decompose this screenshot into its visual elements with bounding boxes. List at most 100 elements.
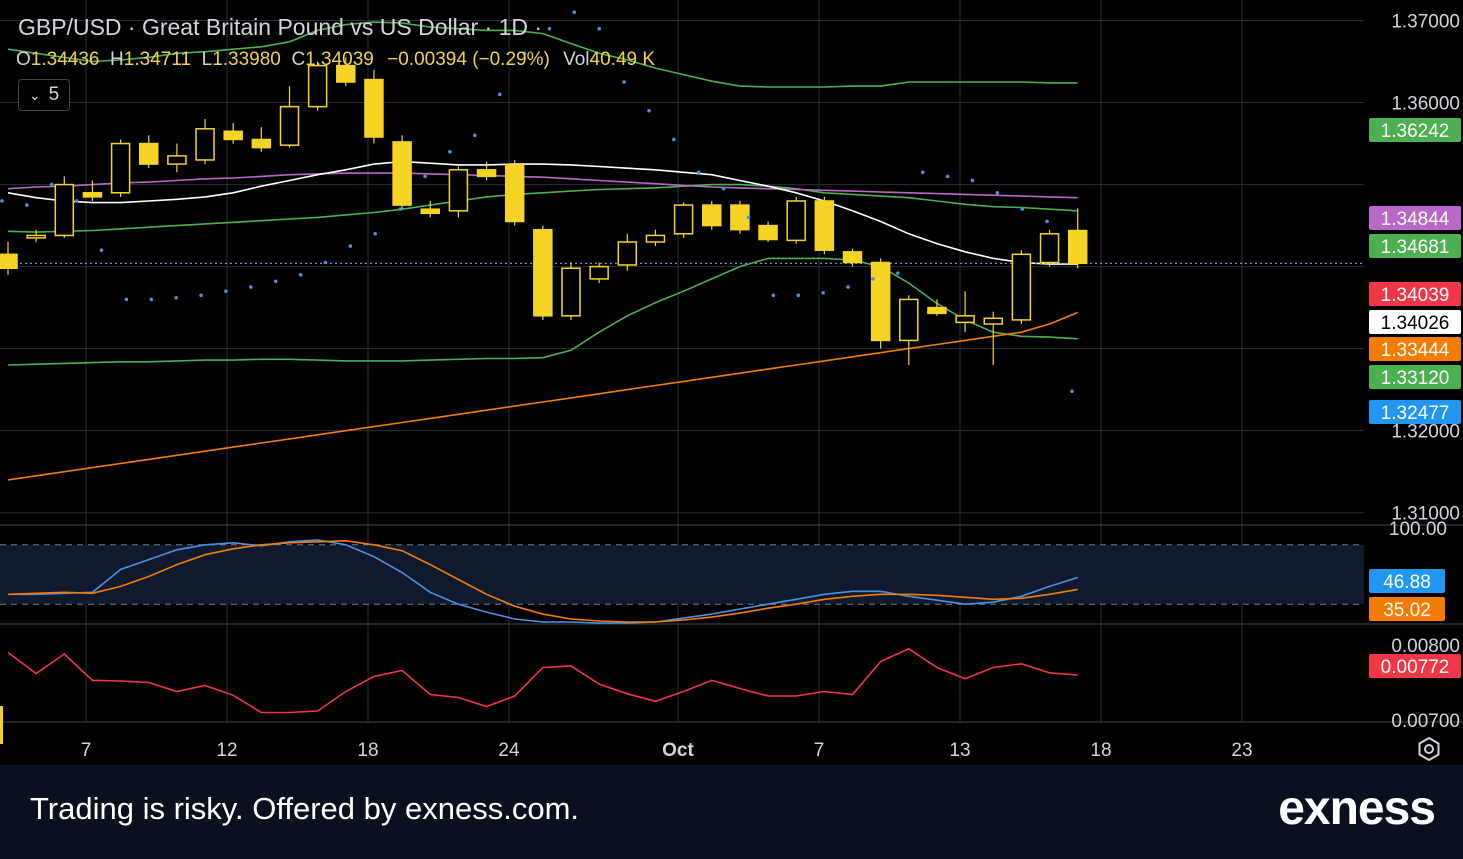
- bollinger-upper-line: [7, 21, 1078, 88]
- volume-value: 40.49 K: [589, 49, 656, 70]
- sar-dot: [796, 293, 801, 298]
- candle-down: [814, 200, 835, 251]
- candle-down: [223, 130, 243, 141]
- sar-dot: [920, 170, 925, 175]
- oscillator-band: [0, 544, 1364, 605]
- time-tick-label: 18: [357, 740, 378, 761]
- price-tick-label: 1.37000: [1391, 12, 1460, 33]
- sar-dot: [423, 174, 427, 179]
- low-label: L: [201, 49, 213, 70]
- price-tag: [1369, 118, 1461, 142]
- atr-tick-label: 0.00800: [1391, 636, 1460, 657]
- sar-dot: [174, 295, 178, 300]
- bollinger-middle-line: [7, 183, 1078, 233]
- oscillator-tag: [1369, 597, 1445, 621]
- candle-up: [786, 200, 806, 242]
- high-value: 1.34711: [123, 49, 192, 70]
- gear-icon[interactable]: [1416, 736, 1442, 762]
- price-tick-label: 1.31000: [1391, 504, 1460, 525]
- candle-down: [1067, 229, 1088, 265]
- sar-dot: [945, 174, 950, 179]
- open-label: O: [16, 49, 31, 70]
- sar-dot: [398, 207, 402, 211]
- price-chart[interactable]: 1.37000 1.36000 1.32000 1.31000 1.36242 1.348…: [0, 0, 1463, 765]
- indicators-toggle-button[interactable]: ⌄ 5: [18, 79, 70, 111]
- time-tick-label: 7: [81, 740, 92, 761]
- sar-dot: [373, 231, 378, 236]
- candle-down: [870, 261, 891, 342]
- sar-dot: [74, 199, 79, 203]
- price-tag: [1369, 365, 1461, 389]
- candle-down: [420, 208, 440, 215]
- chevron-down-icon: ⌄: [28, 86, 41, 103]
- sar-dot: [273, 279, 278, 284]
- sar-dot: [1070, 389, 1074, 394]
- brand-logo: exness: [1278, 782, 1436, 835]
- sar-dot: [199, 293, 203, 298]
- volume-label: Vol: [563, 49, 590, 70]
- sar-dot: [896, 271, 900, 275]
- ma-white-line: [7, 160, 1078, 265]
- oscillator-tag-label: 46.88: [1383, 572, 1431, 593]
- atr-tag-label: 0.00772: [1381, 657, 1450, 678]
- sar-dot: [871, 277, 875, 281]
- candle-up: [561, 267, 581, 317]
- price-tag: [1369, 234, 1461, 258]
- candle-up: [279, 105, 300, 146]
- sar-dot: [1045, 219, 1049, 224]
- price-tag-label: 1.34026: [1381, 313, 1450, 334]
- sar-dot: [1020, 207, 1025, 211]
- candle-up: [448, 169, 469, 212]
- price-tag-label: 1.34681: [1381, 237, 1450, 258]
- indicator-count: 5: [48, 84, 60, 105]
- price-tag: [1369, 282, 1461, 306]
- candle-up: [589, 265, 609, 280]
- bollinger-lower-line: [7, 257, 1078, 366]
- candle-up: [645, 234, 666, 243]
- sar-dot: [622, 80, 626, 84]
- candle-up: [617, 241, 638, 266]
- sar-dot: [472, 133, 477, 138]
- sar-dot: [249, 285, 253, 289]
- price-tick-label: 1.32000: [1391, 422, 1460, 443]
- sar-dot: [572, 10, 577, 15]
- sar-dot: [522, 51, 527, 56]
- close-value: 1.34039: [305, 49, 374, 70]
- oscillator-d-line: [7, 539, 1078, 623]
- candle-up: [110, 142, 131, 194]
- candle-down: [842, 251, 863, 264]
- scroll-marker: [0, 706, 3, 744]
- ma-orange-line: [7, 311, 1079, 481]
- price-tick-label: 1.36000: [1391, 94, 1460, 115]
- candle-down: [504, 164, 525, 223]
- sar-dot: [771, 293, 776, 298]
- sar-dot: [672, 137, 676, 142]
- candle-down: [730, 204, 750, 231]
- atr-tag: [1369, 654, 1461, 678]
- change-value: −0.00394 (−0.29%): [387, 49, 550, 70]
- high-label: H: [110, 49, 124, 70]
- candle-up: [54, 183, 75, 237]
- candle-down: [927, 306, 947, 315]
- candle-down: [758, 224, 778, 241]
- candle-down: [251, 138, 272, 149]
- candle-down: [392, 141, 412, 206]
- price-tag-label: 1.36242: [1381, 121, 1450, 142]
- candle-up: [983, 317, 1003, 325]
- candle-up: [899, 298, 919, 342]
- candle-up: [167, 155, 187, 165]
- sar-dot: [99, 248, 104, 252]
- candle-down: [702, 204, 722, 227]
- candle-down: [533, 228, 553, 317]
- candle-up: [195, 128, 215, 161]
- time-tick-label: 12: [216, 740, 237, 761]
- sar-dot: [746, 215, 751, 220]
- price-tag-label: 1.34844: [1381, 209, 1450, 230]
- atr-tick-label: 0.00700: [1391, 711, 1460, 732]
- sar-dot: [846, 285, 850, 289]
- sar-dot: [25, 203, 29, 207]
- sar-dot: [348, 244, 353, 248]
- sar-dot: [49, 182, 54, 187]
- sar-dot: [0, 199, 4, 203]
- sar-dot: [821, 291, 825, 295]
